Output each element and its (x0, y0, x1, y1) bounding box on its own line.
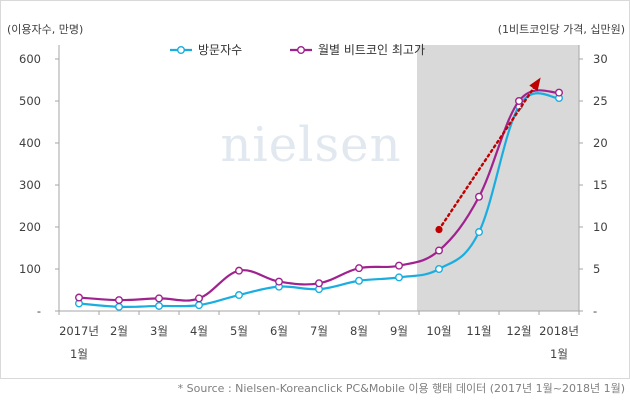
right-tick-label: 20 (593, 136, 608, 150)
left-tick-label: 500 (19, 94, 41, 108)
series-point-1 (234, 266, 243, 275)
x-tick-label: 8월 (350, 324, 368, 338)
series-point-1 (395, 261, 404, 270)
series-point-0 (395, 273, 404, 282)
series-point-0 (355, 276, 364, 285)
series-point-1 (154, 294, 163, 303)
x-tick-label: 5월 (230, 324, 248, 338)
legend-label-1: 월별 비트코인 최고가 (318, 43, 425, 57)
x-tick-label: 1월 (550, 347, 568, 361)
series-point-1 (555, 88, 564, 97)
legend-swatch-marker-0 (176, 46, 185, 55)
series-point-0 (475, 228, 484, 237)
trend-arrow-layer (435, 77, 541, 234)
nielsen-watermark: nielsen (221, 117, 402, 173)
x-tick-label: 6월 (270, 324, 288, 338)
series-point-1 (114, 296, 123, 305)
series-point-0 (435, 265, 444, 274)
trend-arrow-start-dot (435, 225, 443, 234)
series-point-1 (315, 279, 324, 288)
series-point-1 (515, 96, 524, 105)
series-point-1 (194, 294, 203, 303)
left-tick-label: 200 (19, 220, 41, 234)
legend-swatch-marker-1 (297, 46, 306, 55)
trend-arrow-head (529, 77, 541, 92)
left-axis-label: (이용자수, 만명) (7, 23, 83, 36)
x-tick-label: 2017년 (59, 324, 99, 338)
trend-arrow-line (437, 78, 541, 231)
x-tick-label: 7월 (310, 324, 328, 338)
series-point-0 (114, 302, 123, 311)
left-tick-label: 100 (19, 262, 41, 276)
series-point-1 (74, 293, 83, 302)
left-tick-label: - (37, 304, 41, 318)
series-point-0 (194, 301, 203, 310)
right-tick-label: 25 (593, 94, 608, 108)
x-tick-label: 1월 (70, 347, 88, 361)
left-tick-label: 600 (19, 52, 41, 66)
right-tick-label: - (593, 304, 597, 318)
x-tick-label: 2월 (110, 324, 128, 338)
x-tick-label: 4월 (190, 324, 208, 338)
x-tick-label: 3월 (150, 324, 168, 338)
chart: nielsen - 100 200 300 400 500 600 - 5 10 15 20 25 30 2… (7, 23, 625, 361)
legend: 방문자수 월별 비트코인 최고가 (170, 43, 425, 57)
right-axis-label: (1비트코인당 가격, 십만원) (498, 23, 625, 36)
series-point-0 (154, 301, 163, 310)
legend-label-0: 방문자수 (198, 43, 242, 57)
right-tick-label: 30 (593, 52, 608, 66)
series-point-1 (435, 246, 444, 255)
series-point-0 (234, 291, 243, 300)
right-tick-label: 10 (593, 220, 608, 234)
x-tick-label: 11월 (466, 324, 491, 338)
series-point-1 (355, 264, 364, 273)
axes: - 100 200 300 400 500 600 - 5 10 15 20 25 30 2017년 1월 2월… (19, 45, 608, 361)
left-tick-label: 300 (19, 178, 41, 192)
right-tick-label: 5 (593, 262, 600, 276)
series-layer (74, 88, 564, 311)
x-tick-label: 9월 (390, 324, 408, 338)
right-tick-label: 15 (593, 178, 608, 192)
x-tick-label: 2018년 (539, 324, 579, 338)
left-tick-label: 400 (19, 136, 41, 150)
x-tick-label: 12월 (506, 324, 531, 338)
series-point-1 (275, 277, 284, 286)
x-tick-label: 10월 (426, 324, 451, 338)
series-point-1 (475, 192, 484, 201)
source-note: * Source : Nielsen-Koreanclick PC&Mobile… (177, 382, 625, 395)
